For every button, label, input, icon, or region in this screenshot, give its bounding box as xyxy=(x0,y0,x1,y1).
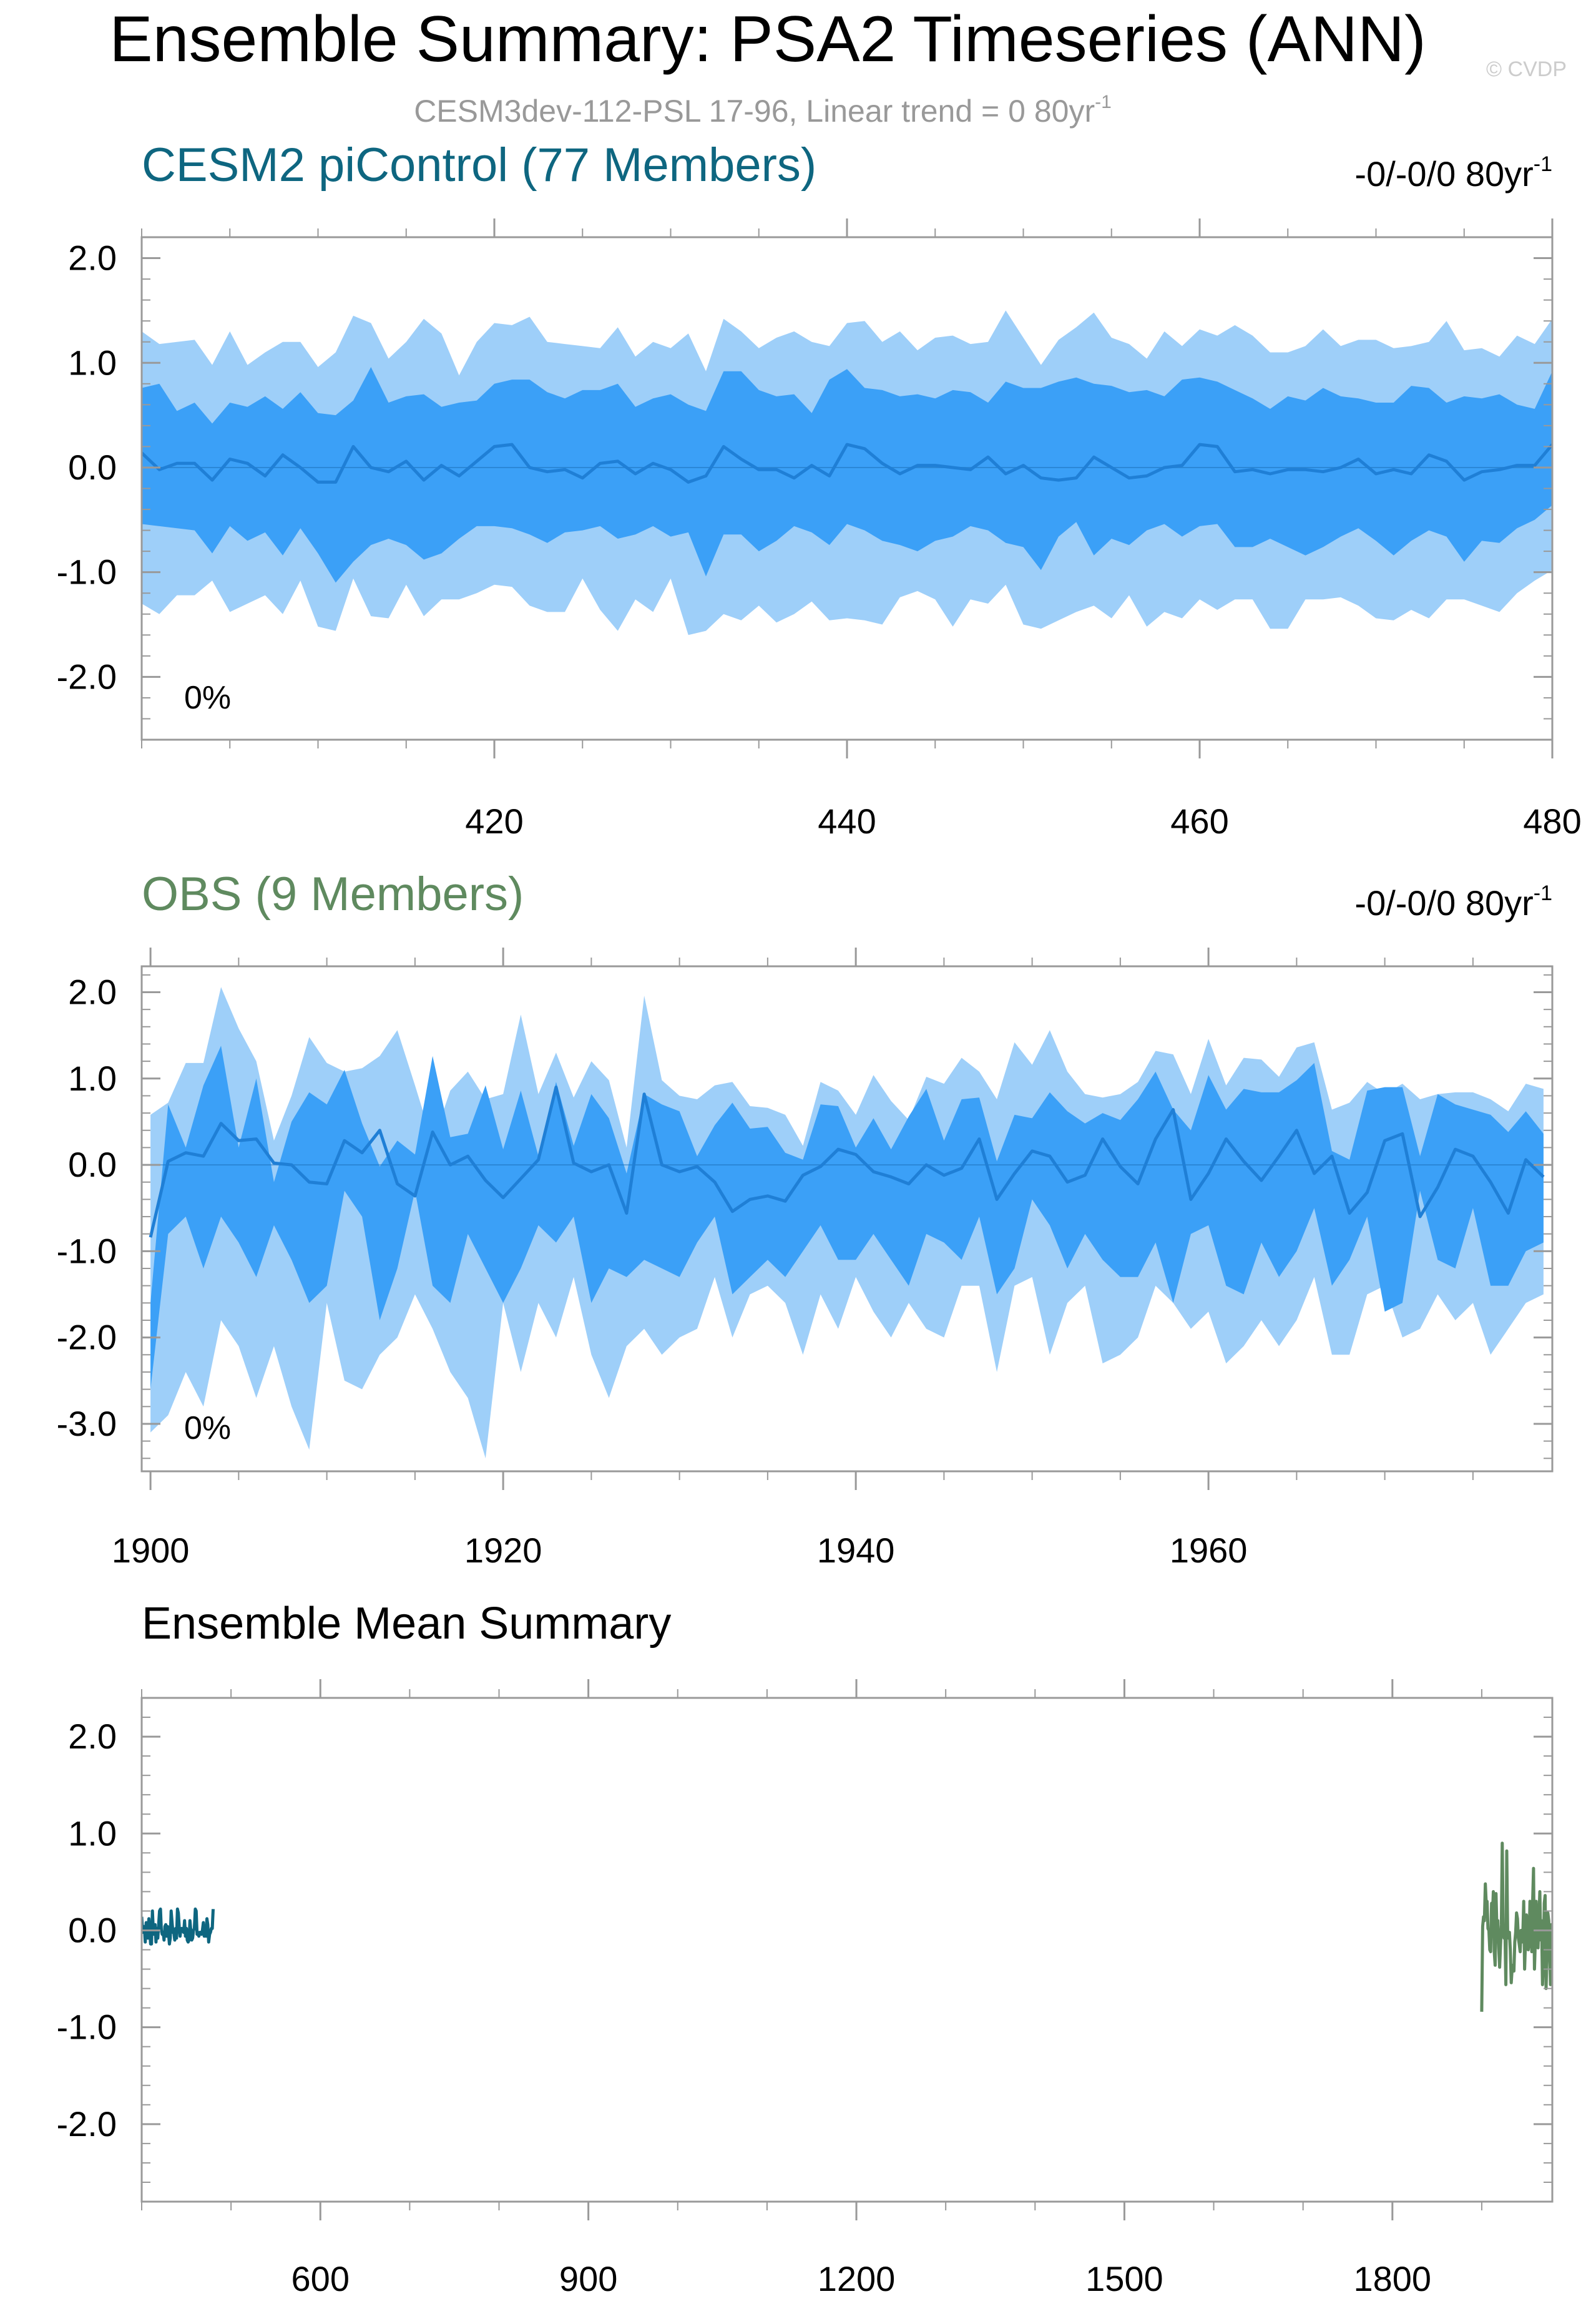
chart-2-axes: 2.0 1.0 0.0 -1.0 -2.0 600 900 1200 1500 1800 xyxy=(57,1679,1554,2298)
chart-2-title: Ensemble Mean Summary xyxy=(142,1599,671,1649)
x-tick-label: 1900 xyxy=(112,1531,190,1570)
chart-1-title: OBS (9 Members) xyxy=(142,868,524,921)
series-cesm2-picontrol-line xyxy=(142,1907,215,1946)
chart-0-title: CESM2 piControl (77 Members) xyxy=(142,139,816,192)
chart-0-plot-area xyxy=(142,310,1552,635)
charts-layer: CESM2 piControl (77 Members) -0/-0/0 80yr… xyxy=(57,139,1582,2298)
subtitle-superscript: -1 xyxy=(1095,92,1112,112)
chart-1-axes: 2.0 1.0 0.0 -1.0 -2.0 -3.0 1900 1920 1940 1960 xyxy=(57,948,1554,1570)
chart-1-annotation: 0% xyxy=(184,1410,231,1446)
chart-1-trend-label: -0/-0/0 80yr-1 xyxy=(1354,881,1552,923)
y-tick-label: 0.0 xyxy=(68,1145,117,1184)
y-tick-label: -2.0 xyxy=(57,2104,117,2144)
x-tick-label: 1800 xyxy=(1354,2259,1432,2298)
trend-superscript: -1 xyxy=(1534,881,1552,905)
y-tick-label: 2.0 xyxy=(68,1717,117,1756)
x-tick-label: 900 xyxy=(559,2259,617,2298)
x-tick-label: 1200 xyxy=(818,2259,896,2298)
trend-text: -0/-0/0 80yr xyxy=(1354,883,1533,923)
p10-p90-band xyxy=(150,1046,1544,1390)
y-tick-label: -3.0 xyxy=(57,1404,117,1443)
x-tick-label: 440 xyxy=(818,802,876,841)
x-tick-label: 1500 xyxy=(1085,2259,1163,2298)
x-tick-label: 1920 xyxy=(464,1531,542,1570)
y-tick-label: -2.0 xyxy=(57,657,117,696)
y-tick-label: 1.0 xyxy=(68,1059,117,1098)
x-tick-label: 460 xyxy=(1170,802,1228,841)
figure-title: Ensemble Summary: PSA2 Timeseries (ANN) xyxy=(109,3,1426,76)
chart-1-plot-area xyxy=(142,987,1552,1459)
trend-text: -0/-0/0 80yr xyxy=(1354,154,1533,194)
ensemble-mean-line xyxy=(149,1086,1545,1238)
plot-frame xyxy=(140,965,1554,1473)
x-tick-label: 600 xyxy=(291,2259,350,2298)
chart-0-annotation: 0% xyxy=(184,680,231,716)
subtitle-text: CESM3dev-112-PSL 17-96, Linear trend = 0… xyxy=(414,94,1095,129)
figure-subtitle: CESM3dev-112-PSL 17-96, Linear trend = 0… xyxy=(414,92,1112,129)
x-tick-label: 480 xyxy=(1523,802,1581,841)
x-tick-label: 1960 xyxy=(1170,1531,1248,1570)
y-tick-label: 0.0 xyxy=(68,448,117,487)
x-tick-label: 420 xyxy=(465,802,523,841)
trend-superscript: -1 xyxy=(1534,152,1552,176)
y-tick-label: -1.0 xyxy=(57,1231,117,1270)
y-tick-label: 1.0 xyxy=(68,1813,117,1853)
y-tick-label: 1.0 xyxy=(68,343,117,382)
watermark: © CVDP xyxy=(1486,57,1567,81)
y-tick-label: 0.0 xyxy=(68,1910,117,1949)
chart-0-trend-label: -0/-0/0 80yr-1 xyxy=(1354,152,1552,194)
ensemble-mean-line xyxy=(142,443,1552,484)
series-obs-line xyxy=(1480,1841,1552,2012)
y-tick-label: -1.0 xyxy=(57,552,117,592)
y-tick-label: -1.0 xyxy=(57,2008,117,2047)
y-tick-label: 2.0 xyxy=(68,972,117,1011)
y-tick-label: 2.0 xyxy=(68,238,117,278)
plot-frame xyxy=(140,1697,1554,2203)
x-tick-label: 1940 xyxy=(817,1531,895,1570)
y-tick-label: -2.0 xyxy=(57,1318,117,1357)
p10-p90-band xyxy=(142,367,1552,583)
chart-0-axes: 2.0 1.0 0.0 -1.0 -2.0 420 440 460 480 xyxy=(57,218,1582,841)
chart-2-plot-area xyxy=(142,1841,1552,2012)
